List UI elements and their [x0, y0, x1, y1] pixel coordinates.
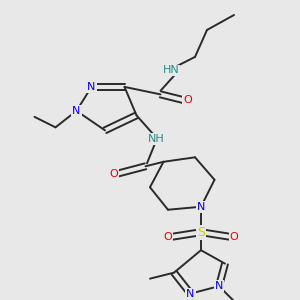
Text: O: O [183, 95, 192, 105]
Text: N: N [72, 106, 81, 116]
Text: NH: NH [148, 134, 164, 144]
Text: O: O [230, 232, 238, 242]
Text: N: N [197, 202, 205, 212]
Text: N: N [215, 281, 223, 291]
Text: O: O [164, 232, 172, 242]
Text: N: N [186, 289, 195, 298]
Text: HN: HN [163, 65, 179, 75]
Text: N: N [87, 82, 96, 92]
Text: O: O [110, 169, 118, 179]
Text: S: S [197, 226, 205, 239]
